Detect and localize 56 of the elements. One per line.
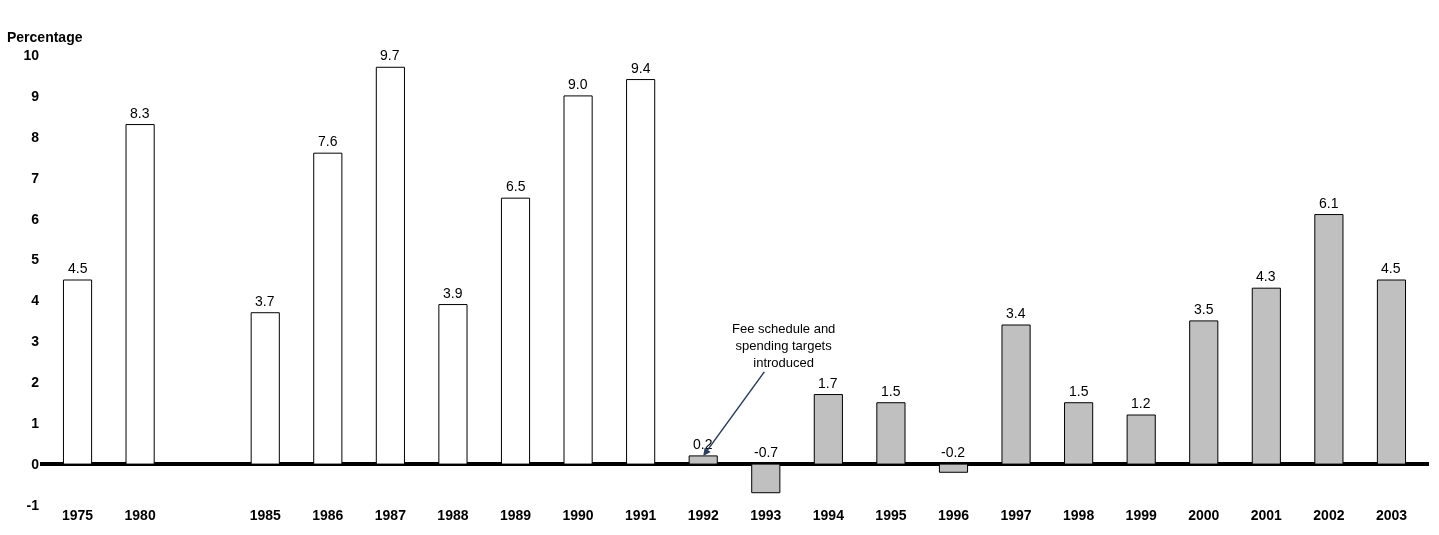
x-tick-label: 2000 [1188,507,1220,523]
x-tick-label: 1997 [1000,507,1032,523]
data-label: 6.1 [1319,195,1339,211]
x-tick-label: 1998 [1063,507,1095,523]
y-tick-label: 10 [23,46,40,63]
data-label: 6.5 [506,178,526,194]
data-label: 3.4 [1006,305,1026,321]
x-tick-label: 1999 [1125,507,1157,523]
data-label: -0.7 [754,444,779,460]
data-label: -0.2 [941,444,966,460]
y-tick-label: 8 [31,128,40,145]
x-tick-label: 1995 [875,507,907,523]
x-tick-label: 1986 [312,507,344,523]
y-tick-label: 4 [31,292,40,309]
x-tick-label: 1987 [374,507,407,523]
data-label: 4.3 [1256,268,1276,284]
data-label: 4.5 [1381,260,1401,276]
x-tick-label: 1989 [499,507,532,523]
x-tick-label: 1988 [437,507,469,523]
data-label: 3.7 [255,293,275,309]
data-label: 1.5 [1069,383,1089,399]
x-tick-label: 2002 [1313,507,1345,523]
x-tick-label: 1996 [937,507,970,523]
x-tick-label: 1993 [750,507,782,523]
x-tick-label: 1994 [812,507,845,523]
data-label: 1.2 [1131,395,1151,411]
data-label: 1.5 [881,383,901,399]
y-axis-title: Percentage [7,29,83,45]
data-label: 8.3 [130,105,150,121]
data-label: 9.0 [568,76,588,92]
data-label: 1.7 [818,375,838,391]
y-tick-label: 5 [31,251,40,268]
annotation: Fee schedule and spending targets introduced [732,321,836,370]
y-tick-label: 1 [31,415,40,432]
data-label: 3.5 [1194,301,1214,317]
y-tick-label: 7 [31,169,40,186]
y-tick-label: 6 [31,210,40,227]
x-tick-label: 2003 [1375,507,1408,523]
y-tick-label: 3 [31,333,40,350]
data-label: 3.9 [443,285,463,301]
x-tick-label: 2001 [1250,507,1283,523]
y-tick-label: -1 [26,496,40,513]
data-label: 9.7 [380,47,400,63]
data-label: 7.6 [318,133,338,149]
y-tick-label: 0 [31,455,40,472]
x-tick-label: 1975 [61,507,94,523]
x-tick-label: 1992 [687,507,719,523]
x-tick-label: 1990 [562,507,594,523]
x-tick-label: 1985 [249,507,282,523]
x-tick-label: 1980 [124,507,156,523]
y-tick-label: 9 [31,87,40,104]
data-label: 4.5 [68,260,88,276]
x-tick-label: 1991 [625,507,657,523]
data-label: 9.4 [631,60,651,76]
y-tick-label: 2 [31,374,40,391]
data-label: 0.2 [693,436,713,452]
